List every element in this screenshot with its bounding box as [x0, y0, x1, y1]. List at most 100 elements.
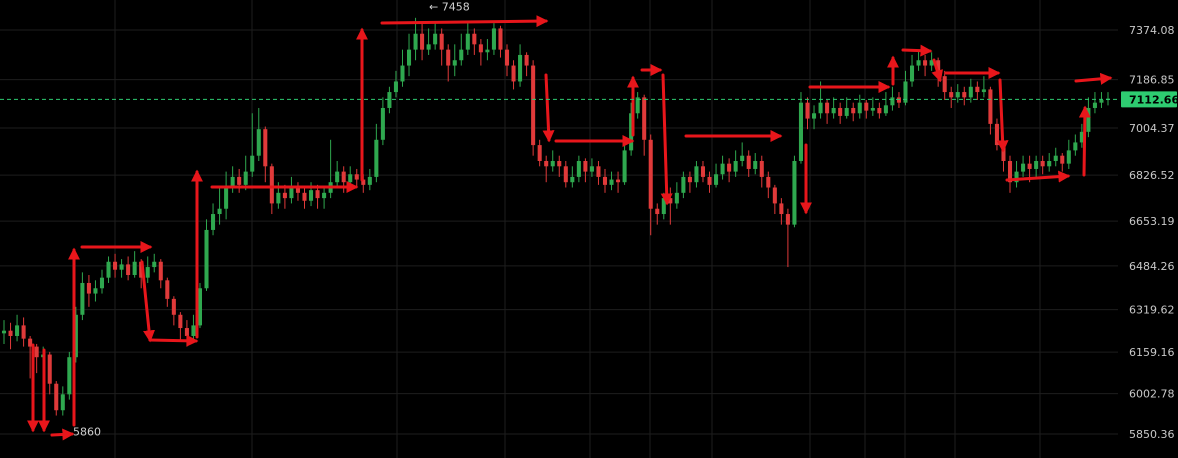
candle-body — [975, 86, 980, 93]
candle-body — [73, 314, 78, 358]
candle-body — [812, 113, 817, 119]
trend-arrow — [660, 73, 673, 206]
candle-body — [1034, 161, 1039, 169]
candle-body — [491, 28, 496, 50]
candle-body — [616, 179, 621, 183]
candle-body — [1047, 161, 1052, 167]
candle-body — [413, 33, 418, 50]
candle-body — [420, 33, 425, 50]
low-annotation: 5860 — [73, 425, 101, 438]
candle-body — [86, 282, 91, 294]
y-axis: 7374.08 7186.85 7004.37 6826.52 6653.19 6484.… — [1129, 24, 1175, 441]
candle-body — [896, 97, 901, 103]
candle-body — [243, 171, 248, 185]
candle-body — [374, 139, 379, 177]
candle-body — [302, 192, 307, 201]
candle-body — [1027, 163, 1032, 169]
y-tick-label: 6826.52 — [1129, 169, 1175, 182]
candle-body — [903, 81, 908, 103]
candle-body — [772, 187, 777, 204]
trend-arrow — [542, 73, 555, 143]
candle-body — [537, 145, 542, 162]
price-overlay: 7112.66 ← 7458 5860 — [0, 1, 1178, 438]
candle-body — [629, 113, 634, 151]
candle-body — [805, 102, 810, 119]
candle-body — [217, 208, 222, 215]
candle-body — [21, 325, 26, 339]
candle-body — [714, 174, 719, 185]
candle-body — [576, 161, 581, 177]
trend-arrow — [1074, 72, 1113, 85]
candle-body — [335, 171, 340, 183]
candle-body — [478, 44, 483, 53]
candle-body — [746, 155, 751, 169]
candle-body — [387, 92, 392, 108]
candle-body — [890, 97, 895, 106]
candle-body — [433, 33, 438, 45]
candle-body — [864, 102, 869, 111]
candle-body — [171, 298, 176, 315]
candle-body — [557, 161, 562, 167]
candle-body — [779, 203, 784, 215]
candle-body — [622, 150, 627, 183]
candle-body — [602, 176, 608, 185]
candle-body — [106, 261, 111, 278]
y-tick-label: 6653.19 — [1129, 215, 1175, 228]
candle-body — [681, 176, 686, 193]
candle-body — [54, 383, 59, 411]
candle-body — [955, 92, 960, 98]
candle-body — [139, 261, 144, 278]
candle-body — [1099, 100, 1104, 103]
trend-arrow — [50, 428, 75, 441]
candle-body — [341, 171, 346, 183]
candle-body — [825, 102, 830, 114]
candle-body — [674, 192, 679, 204]
candle-body — [1079, 131, 1084, 143]
y-tick-label: 6002.78 — [1129, 388, 1175, 401]
candle-body — [877, 107, 882, 114]
candle-body — [785, 214, 790, 225]
candle-body — [792, 161, 797, 225]
candle-body — [309, 190, 314, 201]
grid-lines — [0, 0, 1118, 458]
candle-body — [949, 92, 954, 98]
candle-body — [1053, 155, 1058, 162]
candle-body — [158, 261, 163, 281]
candle-body — [289, 187, 294, 199]
candle-body — [753, 161, 758, 169]
candle-body — [361, 179, 366, 185]
candle-body — [609, 179, 614, 185]
candle-body — [563, 166, 568, 183]
candle-body — [15, 325, 20, 336]
candle-body — [1014, 171, 1019, 183]
candle-body — [256, 129, 261, 156]
candle-body — [472, 33, 477, 45]
candle-body — [838, 107, 843, 116]
candle-body — [269, 166, 274, 204]
candle-body — [93, 288, 98, 294]
candle-body — [531, 65, 536, 146]
candle-body — [518, 54, 523, 82]
y-tick-label: 6484.26 — [1129, 260, 1175, 273]
candle-body — [1066, 150, 1071, 164]
candle-body — [831, 107, 836, 114]
candle-body — [406, 49, 412, 66]
candle-body — [230, 176, 235, 188]
candle-body — [1040, 161, 1045, 167]
candle-body — [994, 123, 999, 146]
candle-body — [870, 107, 875, 111]
candle-body — [80, 282, 85, 315]
candle-body — [923, 60, 928, 66]
candle-body — [145, 267, 150, 278]
candle-body — [132, 261, 137, 276]
candle-body — [942, 76, 947, 93]
candle-body — [393, 81, 398, 93]
candle-body — [452, 60, 457, 66]
candle-body — [642, 97, 647, 140]
current-price-badge — [1121, 91, 1177, 108]
y-tick-label: 7004.37 — [1129, 122, 1175, 135]
candle-body — [798, 102, 803, 162]
y-tick-label: 6159.16 — [1129, 346, 1175, 359]
